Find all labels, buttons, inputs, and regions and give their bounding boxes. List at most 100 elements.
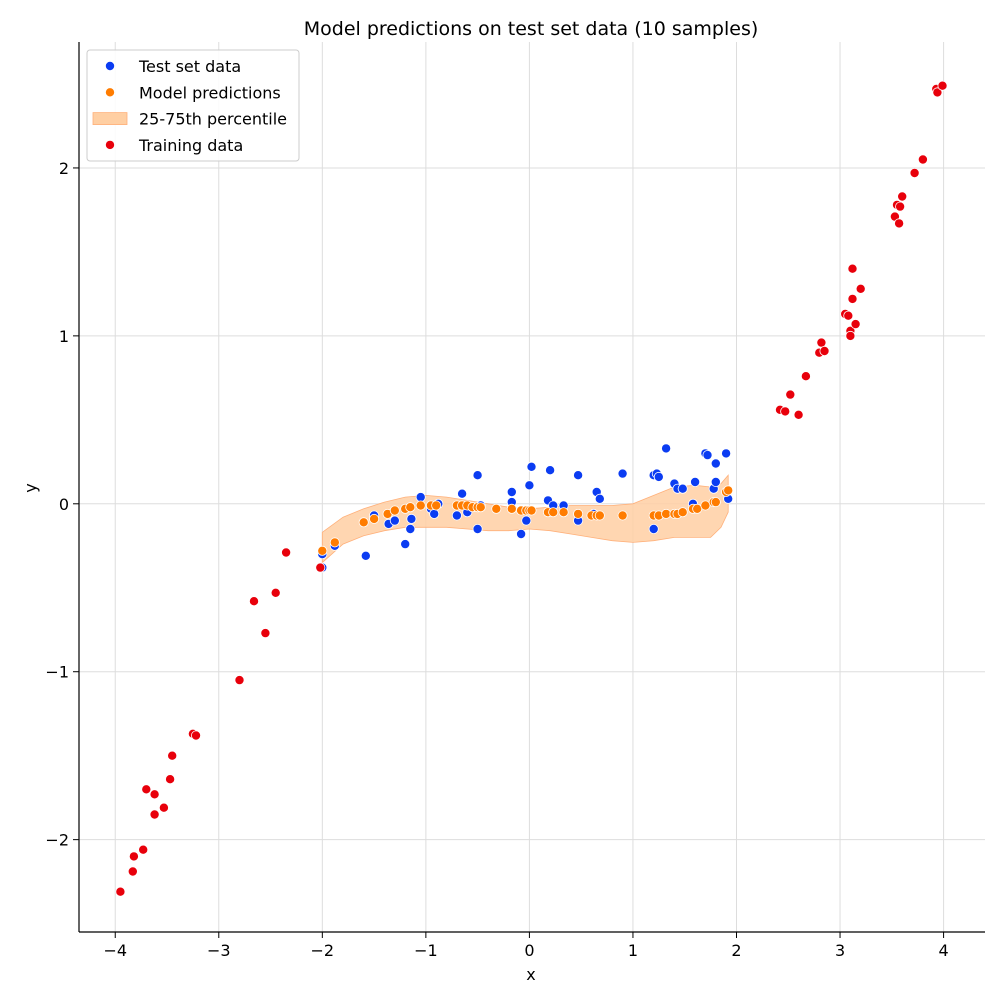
prediction-point xyxy=(710,497,721,508)
training-point xyxy=(850,319,861,330)
training-point xyxy=(167,750,178,761)
test-point xyxy=(677,483,688,494)
training-point xyxy=(190,730,201,741)
prediction-point xyxy=(573,508,584,519)
training-point xyxy=(855,283,866,294)
prediction-point xyxy=(329,537,340,548)
training-point xyxy=(909,167,920,178)
test-point xyxy=(524,480,535,491)
test-point xyxy=(710,476,721,487)
training-point xyxy=(937,80,948,91)
axes xyxy=(78,42,985,933)
training-point xyxy=(895,201,906,212)
legend-band-swatch xyxy=(92,112,128,125)
prediction-point xyxy=(317,545,328,556)
test-point xyxy=(506,486,517,497)
chart-title: Model predictions on test set data (10 s… xyxy=(304,18,759,40)
training-point xyxy=(793,409,804,420)
training-point xyxy=(785,389,796,400)
test-point xyxy=(573,470,584,481)
training-point xyxy=(819,345,830,356)
test-point xyxy=(526,461,537,472)
y-tick-label: 1 xyxy=(59,327,69,346)
legend: Test set data Model predictions 25-75th pe… xyxy=(86,49,300,162)
legend-label: Test set data xyxy=(138,57,241,76)
test-point xyxy=(389,515,400,526)
prediction-point xyxy=(661,508,672,519)
x-tick-label: 1 xyxy=(628,941,638,960)
prediction-point xyxy=(594,510,605,521)
training-point xyxy=(847,293,858,304)
ticks: −4 −3 −2 −1 0 1 2 3 4 −2 −1 0 1 2 xyxy=(45,159,948,960)
training-point xyxy=(248,596,259,607)
training-point xyxy=(165,774,176,785)
legend-marker xyxy=(105,87,116,98)
legend-marker xyxy=(105,61,116,72)
test-point xyxy=(406,513,417,524)
prediction-point xyxy=(558,507,569,518)
test-point xyxy=(594,493,605,504)
training-point xyxy=(845,330,856,341)
training-point xyxy=(149,789,160,800)
y-axis-label: y xyxy=(21,483,40,492)
training-point xyxy=(800,371,811,382)
legend-label: 25-75th percentile xyxy=(139,110,287,129)
test-point xyxy=(702,450,713,461)
legend-box xyxy=(86,49,300,162)
training-point xyxy=(281,547,292,558)
prediction-point xyxy=(617,510,628,521)
training-point xyxy=(843,310,854,321)
test-point xyxy=(648,524,659,535)
training-point xyxy=(138,844,149,855)
training-point xyxy=(149,809,160,820)
test-point xyxy=(690,476,701,487)
test-point xyxy=(521,515,532,526)
test-point xyxy=(710,458,721,469)
training-point xyxy=(780,406,791,417)
test-point xyxy=(451,510,462,521)
prediction-point xyxy=(389,505,400,516)
prediction-point xyxy=(677,507,688,518)
x-tick-label: 3 xyxy=(835,941,845,960)
prediction-point xyxy=(526,505,537,516)
x-tick-label: 0 xyxy=(524,941,534,960)
training-point xyxy=(932,87,943,98)
prediction-point xyxy=(431,500,442,511)
test-point xyxy=(360,550,371,561)
prediction-point xyxy=(700,500,711,511)
x-tick-label: −2 xyxy=(311,941,335,960)
test-point xyxy=(516,529,527,540)
test-point xyxy=(545,465,556,476)
x-tick-label: −3 xyxy=(207,941,231,960)
prediction-point xyxy=(358,517,369,528)
training-point xyxy=(127,866,138,877)
test-point xyxy=(457,488,468,499)
test-point xyxy=(405,524,416,535)
prediction-point xyxy=(491,503,502,514)
legend-label: Model predictions xyxy=(139,83,281,102)
x-axis-label: x xyxy=(526,965,535,984)
training-point xyxy=(270,587,281,598)
training-point xyxy=(917,154,928,165)
x-tick-label: 2 xyxy=(731,941,741,960)
legend-marker xyxy=(105,139,116,150)
training-point xyxy=(816,337,827,348)
training-point xyxy=(128,851,139,862)
test-point xyxy=(661,443,672,454)
x-tick-label: 4 xyxy=(938,941,948,960)
prediction-point xyxy=(548,507,559,518)
training-point xyxy=(260,628,271,639)
legend-label: Training data xyxy=(138,136,243,155)
training-point xyxy=(894,218,905,229)
x-tick-label: −1 xyxy=(414,941,438,960)
test-point xyxy=(653,471,664,482)
test-point xyxy=(472,470,483,481)
training-point xyxy=(315,562,326,573)
test-point xyxy=(721,448,732,459)
training-point xyxy=(234,675,245,686)
x-tick-label: −4 xyxy=(103,941,127,960)
test-point xyxy=(400,539,411,550)
training-point xyxy=(115,886,126,897)
test-point xyxy=(429,508,440,519)
